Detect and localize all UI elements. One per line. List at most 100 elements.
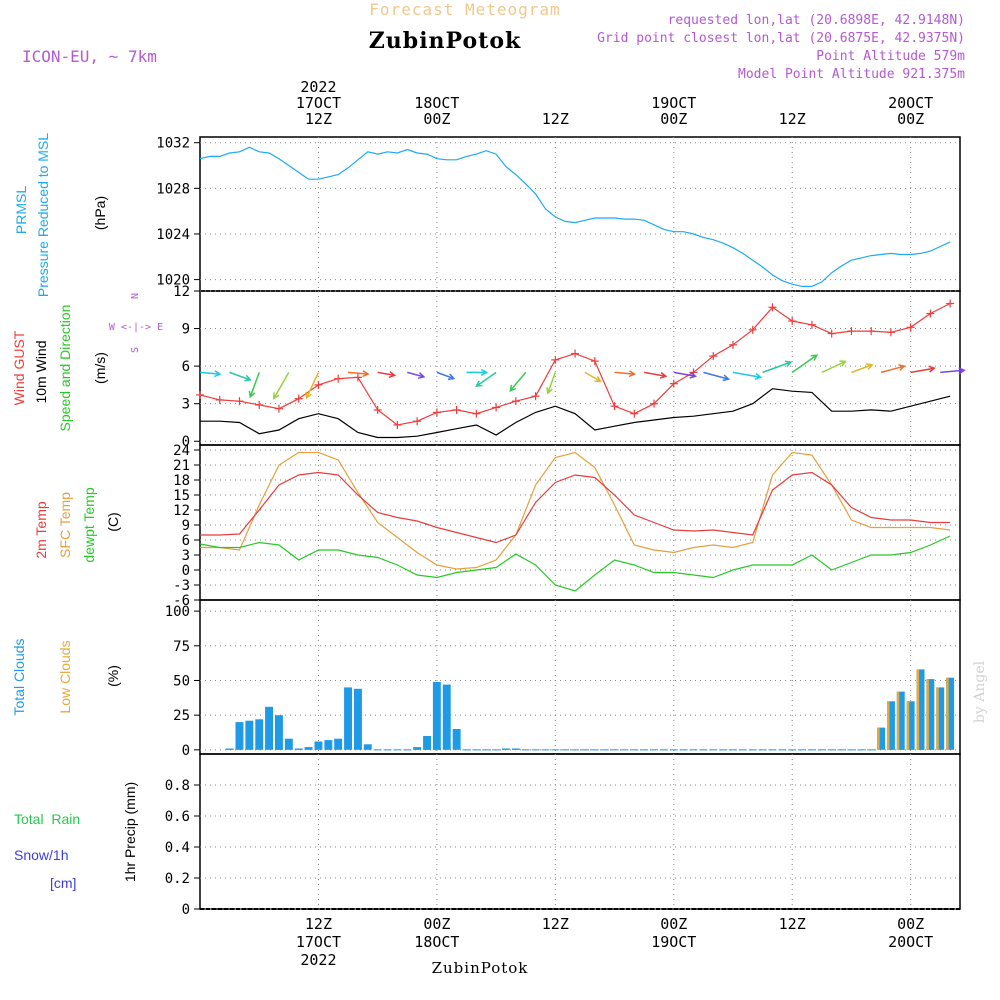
gust-marker <box>472 409 481 418</box>
arrow-head <box>447 373 456 381</box>
top-time-label: 12Z <box>542 110 569 128</box>
wind-direction-arrow <box>509 371 527 393</box>
wind-direction-arrow <box>546 372 557 395</box>
temp-unit: (C) <box>105 512 121 531</box>
gust-marker <box>669 379 678 388</box>
bottom-time-label: 12Z <box>305 915 332 933</box>
top-time-label: 2022 <box>300 78 336 96</box>
arrow-head <box>689 371 697 379</box>
top-time-label: 17OCT <box>296 94 341 112</box>
temp-2m-label: 2m Temp <box>33 501 49 559</box>
y-tick-label: 18 <box>173 473 190 489</box>
gust-marker <box>610 402 619 411</box>
total-cloud-bar <box>235 722 244 750</box>
arrow-head <box>475 380 483 387</box>
clouds-frame <box>199 599 961 755</box>
wind-direction-arrow <box>273 372 290 400</box>
wind-direction-arrow <box>475 371 497 387</box>
point-altitude: Point Altitude 579m <box>816 49 965 64</box>
total-cloud-bar <box>432 681 441 750</box>
gust-marker <box>235 397 244 406</box>
wind-speed-line <box>200 388 951 439</box>
chart-title: Forecast Meteogram <box>369 0 560 19</box>
precip-panel: 0 0.2 0.4 0.6 0.8 <box>165 753 961 918</box>
total-cloud-bar <box>363 744 372 750</box>
total-cloud-bar <box>511 748 520 750</box>
arrow-shaft <box>614 371 635 375</box>
bottom-time-label: 00Z <box>897 915 924 933</box>
gust-marker <box>531 392 540 401</box>
top-time-label: 12Z <box>305 110 332 128</box>
compass-south: S <box>130 347 141 353</box>
temp-2m-line <box>200 471 951 544</box>
gust-marker <box>827 329 836 338</box>
credit-text: by Angel <box>972 660 988 723</box>
arrow-head <box>362 370 370 378</box>
gust-marker <box>788 317 797 326</box>
arrow-shaft <box>273 372 290 399</box>
total-cloud-bar <box>423 736 431 750</box>
y-tick-label: 12 <box>173 503 190 519</box>
gust-marker <box>334 374 343 383</box>
total-cloud-bar <box>946 677 955 750</box>
bottom-time-label: 12Z <box>779 915 806 933</box>
y-tick-label: 50 <box>173 673 190 689</box>
pressure-frame <box>199 136 961 292</box>
total-cloud-bar <box>275 715 283 750</box>
low-cloud-bar <box>887 701 890 750</box>
low-cloud-bar <box>926 679 929 750</box>
pressure-labels: PRMSL Pressure Reduced to MSL (hPa) <box>13 133 108 297</box>
low-clouds-label: Low Clouds <box>57 640 73 713</box>
arrow-shaft <box>703 371 729 380</box>
total-cloud-bar <box>877 727 885 750</box>
wind-direction-arrow <box>791 354 819 373</box>
arrow-head <box>810 354 819 361</box>
snow-label: Snow/1h <box>14 847 68 863</box>
pressure-unit: (hPa) <box>92 196 108 230</box>
arrow-shaft <box>199 371 220 375</box>
clouds-panel: 0 25 50 75 100 <box>165 599 961 759</box>
arrow-head <box>594 375 602 383</box>
y-tick-label: 0 <box>182 434 190 450</box>
wind-direction-arrow <box>199 370 222 378</box>
y-tick-label: 15 <box>173 488 190 504</box>
plot-layer: 1020102410281032036912-6-303691215182124… <box>156 136 966 918</box>
bottom-time-label: 19OCT <box>651 933 696 951</box>
low-cloud-bar <box>916 669 920 750</box>
gust-marker <box>274 404 283 413</box>
y-tick-label: 21 <box>173 458 190 474</box>
y-tick-label: 0 <box>182 902 190 918</box>
y-tick-label: 1020 <box>156 273 190 289</box>
wind-direction-arrow <box>466 368 489 376</box>
closest-coords: Grid point closest lon,lat (20.6875E, 42… <box>597 31 965 46</box>
bottom-time-label: 2022 <box>300 951 336 969</box>
cm-label: [cm] <box>50 875 76 891</box>
arrow-shaft <box>791 354 818 373</box>
wind-direction-arrow <box>407 371 426 379</box>
temp-sfc-label: SFC Temp <box>57 492 73 558</box>
wind-label: 10m Wind <box>33 340 49 403</box>
bottom-time-label: 18OCT <box>414 933 459 951</box>
gust-marker <box>314 380 323 389</box>
arrow-head <box>417 372 426 379</box>
total-cloud-bar <box>502 748 510 750</box>
wind-direction-arrow <box>821 360 847 374</box>
gust-marker <box>571 349 580 358</box>
wind-direction-arrow <box>910 365 936 374</box>
gust-marker <box>847 327 856 336</box>
wind-direction-arrow <box>673 371 697 379</box>
total-clouds-label: Total Clouds <box>11 638 27 715</box>
arrow-head <box>509 384 517 393</box>
arrow-shaft <box>910 367 935 374</box>
y-tick-label: 9 <box>182 322 190 338</box>
arrow-shaft <box>644 371 666 377</box>
arrow-shaft <box>436 371 455 380</box>
gust-marker <box>630 409 639 418</box>
top-time-label: 20OCT <box>888 94 933 112</box>
rain-label: Total Rain <box>14 811 80 827</box>
low-cloud-bar <box>936 687 939 750</box>
model-name: ICON-EU, ~ 7km <box>22 47 157 66</box>
low-cloud-bar <box>877 727 880 750</box>
wind-direction-arrow <box>940 367 966 375</box>
